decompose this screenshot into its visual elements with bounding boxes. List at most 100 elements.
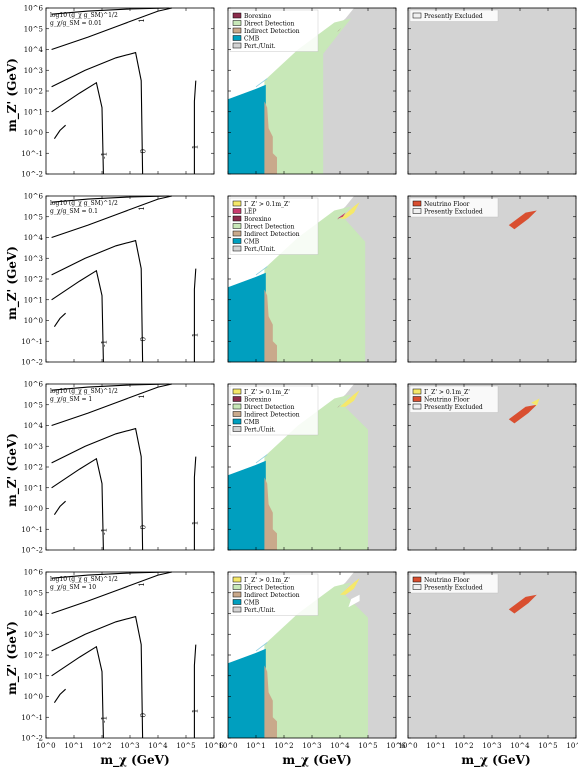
- region-borexino: [337, 403, 342, 408]
- legend-entry: Presently Excluded: [424, 13, 483, 20]
- legend-entry: Indirect Detection: [244, 411, 300, 418]
- y-tick-label: 10^6: [24, 569, 44, 577]
- region-indirect-detection: [264, 665, 277, 738]
- y-axis-label-row-4: m_Z' (GeV): [5, 621, 20, 695]
- region-cmb: [228, 272, 266, 362]
- legend-box: [229, 9, 319, 52]
- contour-panel-bg: [46, 572, 214, 738]
- legend-entry: Γ_Z' > 0.1m_Z': [244, 201, 290, 208]
- y-tick-label: 10^5: [24, 25, 43, 33]
- legend-swatch: [232, 238, 242, 244]
- legend-swatch: [232, 576, 242, 583]
- legend-entry: Pert./Unit.: [244, 43, 276, 50]
- y-tick-label: 10^5: [24, 401, 43, 409]
- y-tick-label: 10^2: [24, 276, 43, 284]
- legend-swatch: [412, 403, 422, 410]
- contour-level-label: -1: [99, 340, 108, 347]
- projection-regions: [408, 572, 576, 738]
- x-tick-label: 10^4: [330, 742, 350, 750]
- legend-entry: Neutrino Floor: [424, 577, 470, 584]
- contour-line: [51, 645, 104, 739]
- x-tick-label: 10^4: [510, 742, 530, 750]
- contour-level-label: 1: [137, 582, 146, 587]
- x-tick-label: 10^3: [120, 742, 139, 750]
- legend-entry: Presently Excluded: [424, 404, 483, 411]
- region-neutrino-floor: [508, 404, 537, 424]
- y-tick-label: 10^4: [24, 610, 44, 618]
- x-tick-label: 10^1: [246, 742, 265, 750]
- contour-line: [53, 688, 66, 704]
- region-width: [340, 578, 360, 595]
- y-tick-label: 10^4: [24, 46, 44, 54]
- legend-swatch: [232, 27, 242, 34]
- legend-swatch: [232, 388, 242, 395]
- legend-swatch: [232, 411, 242, 417]
- legend-swatch: [412, 200, 422, 207]
- x-tick-label: 10^0: [36, 742, 55, 750]
- contour-line: [51, 7, 173, 51]
- legend-box: [409, 385, 499, 413]
- contour-panel-bg: [46, 384, 214, 550]
- y-axis-label-row-1: m_Z' (GeV): [5, 58, 20, 132]
- legend-swatch: [232, 20, 242, 26]
- contour-level-label: 1: [190, 333, 199, 338]
- legend-swatch: [232, 12, 242, 19]
- legend-entry: Direct Detection: [244, 20, 294, 27]
- legend-swatch: [232, 591, 242, 598]
- region-cmb: [228, 460, 266, 550]
- x-axis-label-col-2: m_χ (GeV): [282, 753, 351, 768]
- contour-line: [51, 383, 170, 391]
- contour-level-label: 0: [139, 713, 148, 718]
- y-tick-label: 10^0: [24, 317, 43, 325]
- y-tick-label: 10^2: [24, 88, 43, 96]
- contour-level-label: 1: [137, 394, 146, 399]
- legend-swatch: [232, 403, 242, 410]
- legend-box: [409, 197, 499, 218]
- region-width: [340, 390, 360, 407]
- contour-level-label: 1: [137, 206, 146, 211]
- contour-header: log10 (g_χ g_SM)^1/2: [50, 388, 118, 395]
- contour-line: [51, 427, 144, 551]
- x-tick-label: 10^6: [204, 742, 224, 750]
- region-presently-excluded: [408, 572, 576, 738]
- legend-swatch: [232, 418, 242, 425]
- contour-level-label: 1: [190, 145, 199, 150]
- legend-swatch: [232, 208, 242, 214]
- contour-line: [193, 268, 197, 362]
- y-tick-label: 10^6: [24, 381, 44, 389]
- legend-swatch: [412, 584, 422, 590]
- region-borexino: [337, 215, 342, 220]
- legend-entry: Pert./Unit.: [244, 426, 276, 433]
- y-tick-label: 10^6: [24, 5, 44, 13]
- contour-line: [51, 195, 173, 239]
- region-lep: [337, 212, 346, 219]
- legend-box: [409, 9, 499, 22]
- contour-level-label: -1: [99, 152, 108, 159]
- legend-entry: Pert./Unit.: [244, 246, 276, 253]
- coupling-ratio-label: g_χ/g_SM = 0.1: [50, 208, 98, 215]
- contour-line: [51, 571, 173, 615]
- legend-swatch: [232, 200, 242, 207]
- x-tick-label: 10^2: [274, 742, 293, 750]
- legend-box: [409, 573, 499, 594]
- contour-line: [193, 456, 197, 550]
- coupling-ratio-label: g_χ/g_SM = 10: [50, 584, 96, 591]
- x-tick-label: 10^5: [358, 742, 377, 750]
- x-tick-label: 10^2: [454, 742, 473, 750]
- cmb-edge: [255, 454, 268, 464]
- contour-header: log10 (g_χ g_SM)^1/2: [50, 576, 118, 583]
- y-tick-label: 10^4: [24, 422, 44, 430]
- cmb-edge: [255, 266, 268, 276]
- y-tick-label: 10^0: [24, 693, 43, 701]
- y-tick-label: 10^-1: [21, 150, 43, 158]
- y-tick-label: 10^-2: [21, 359, 43, 367]
- legend-entry: Borexino: [244, 13, 272, 20]
- contour-line: [53, 312, 66, 328]
- contour-line: [53, 500, 66, 516]
- y-axis-label-row-3: m_Z' (GeV): [5, 433, 20, 507]
- region-allowed-island: [348, 594, 360, 608]
